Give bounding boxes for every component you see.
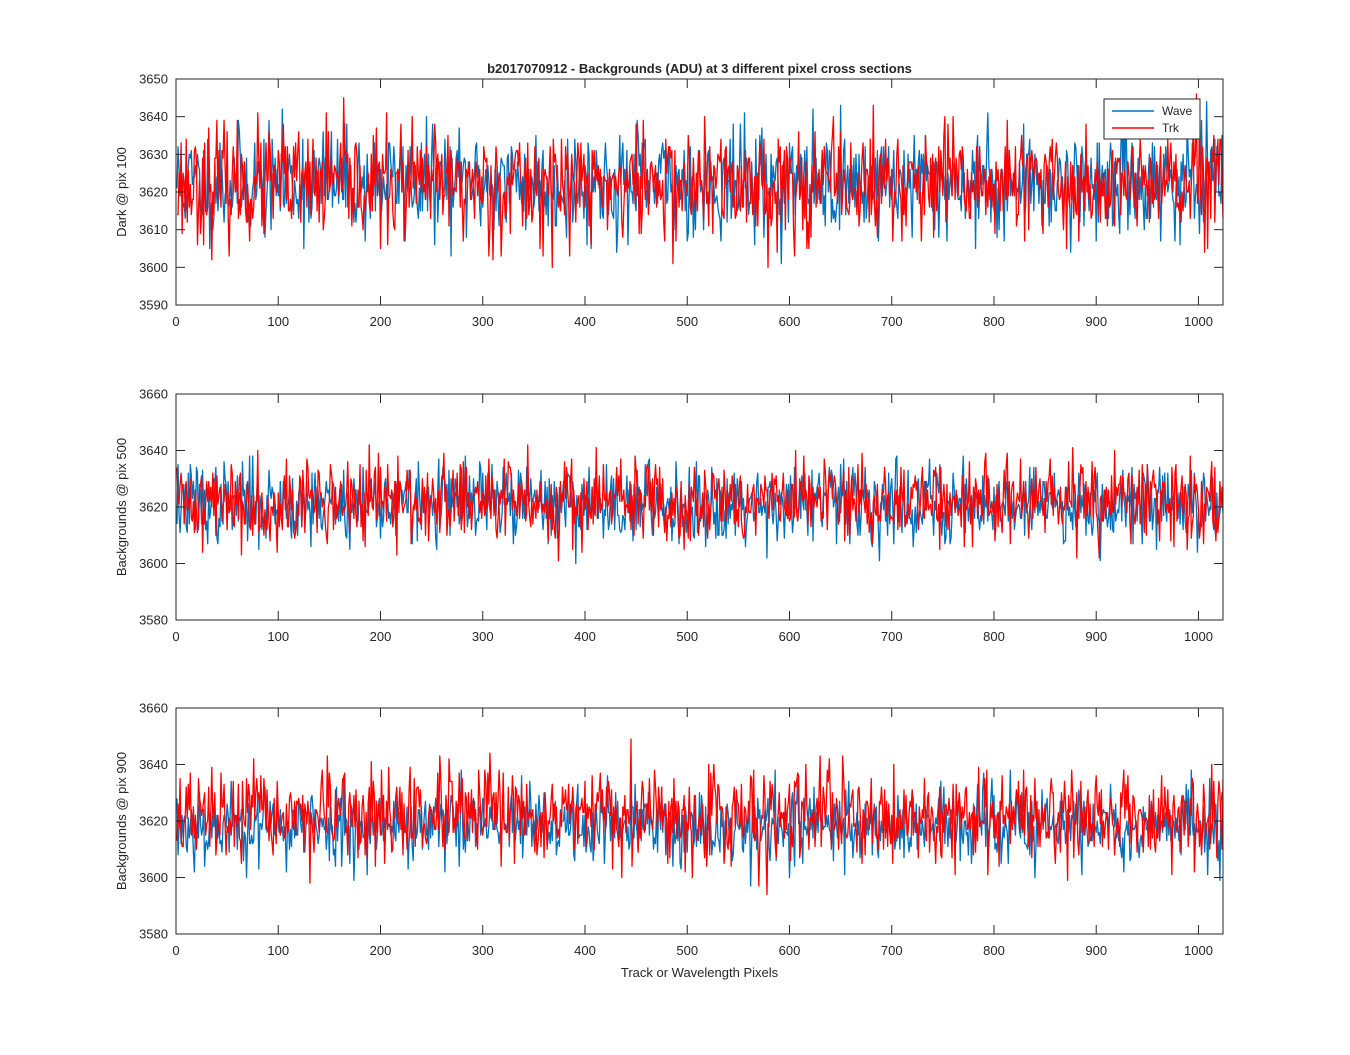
x-tick-label: 600 [779,943,801,958]
x-tick-label: 200 [370,629,392,644]
y-tick-label: 3660 [139,701,168,716]
y-axis-label: Backgrounds @ pix 900 [114,752,129,890]
series-line-trk [177,93,1223,268]
x-tick-label: 900 [1085,943,1107,958]
x-tick-label: 1000 [1184,314,1213,329]
y-tick-label: 3630 [139,147,168,162]
x-tick-label: 600 [779,629,801,644]
y-tick-label: 3600 [139,260,168,275]
x-tick-label: 700 [881,314,903,329]
x-tick-label: 900 [1085,314,1107,329]
x-tick-label: 0 [172,314,179,329]
series-line-wave [176,455,1223,565]
x-tick-label: 400 [574,629,596,644]
x-tick-label: 200 [370,314,392,329]
x-tick-label: 600 [779,314,801,329]
chart-panel-1: 0 100 200 300 400 500 600 700 800 900 1000 3590 3600… [114,61,1224,329]
y-tick-label: 3580 [139,613,168,628]
x-tick-label: 800 [983,943,1005,958]
x-tick-label: 0 [172,943,179,958]
y-tick-label: 3640 [139,109,168,124]
x-tick-label: 1000 [1184,943,1213,958]
x-tick-label: 100 [267,943,289,958]
y-tick-label: 3640 [139,757,168,772]
y-tick-label: 3620 [139,185,168,200]
y-axis-label: Dark @ pix 100 [114,147,129,237]
chart-panel-3: 0 100 200 300 400 500 600 700 800 900 1000 3580 3600… [114,701,1224,980]
x-tick-label: 300 [472,314,494,329]
x-tick-label: 700 [881,943,903,958]
chart-title: b2017070912 - Backgrounds (ADU) at 3 dif… [487,61,912,76]
x-tick-label: 200 [370,943,392,958]
legend-label-wave: Wave [1162,104,1193,118]
x-tick-label: 100 [267,629,289,644]
y-tick-label: 3620 [139,814,168,829]
x-tick-label: 900 [1085,629,1107,644]
y-tick-label: 3620 [139,500,168,515]
y-tick-label: 3600 [139,870,168,885]
y-tick-label: 3580 [139,927,168,942]
y-tick-label: 3610 [139,222,168,237]
y-tick-label: 3640 [139,443,168,458]
y-tick-label: 3650 [139,72,168,87]
chart-panel-2: 0 100 200 300 400 500 600 700 800 900 1000 3580 3600… [114,387,1224,644]
legend-label-trk: Trk [1162,121,1180,135]
x-tick-label: 300 [472,629,494,644]
x-axis-label: Track or Wavelength Pixels [621,965,779,980]
y-axis-label: Backgrounds @ pix 500 [114,438,129,576]
y-tick-label: 3660 [139,387,168,402]
x-tick-label: 0 [172,629,179,644]
x-tick-label: 300 [472,943,494,958]
y-tick-label: 3590 [139,298,168,313]
x-tick-label: 500 [676,943,698,958]
x-tick-label: 400 [574,314,596,329]
x-tick-label: 700 [881,629,903,644]
x-tick-label: 500 [676,314,698,329]
legend: Wave Trk [1103,98,1201,140]
x-tick-label: 800 [983,629,1005,644]
x-tick-label: 100 [267,314,289,329]
legend-box [1103,98,1201,140]
x-tick-label: 800 [983,314,1005,329]
y-tick-label: 3600 [139,556,168,571]
x-tick-label: 1000 [1184,629,1213,644]
series-line-trk [176,738,1223,896]
x-tick-label: 400 [574,943,596,958]
series-line-trk [176,444,1223,562]
x-tick-label: 500 [676,629,698,644]
